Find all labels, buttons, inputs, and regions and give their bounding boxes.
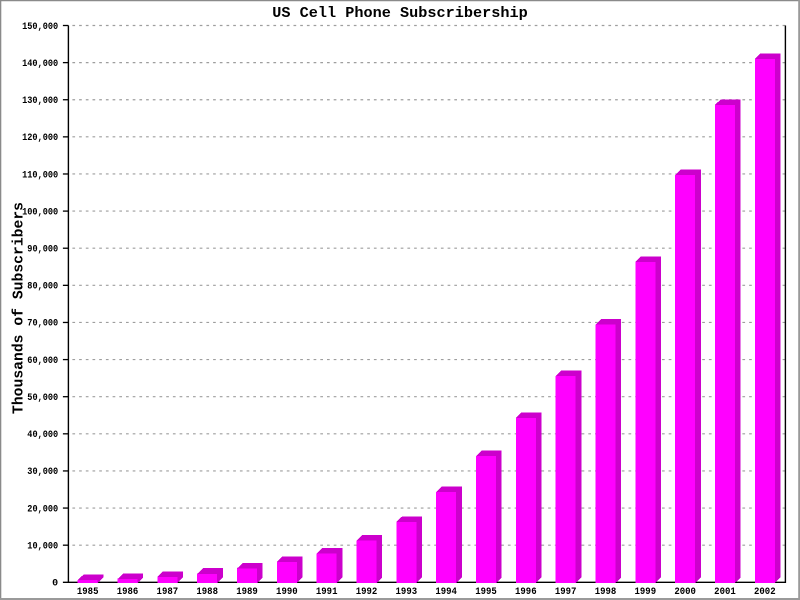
svg-text:50,000: 50,000 [27, 393, 58, 404]
svg-text:10,000: 10,000 [27, 541, 58, 552]
svg-text:60,000: 60,000 [27, 356, 58, 367]
svg-text:1988: 1988 [196, 587, 218, 598]
svg-text:2001: 2001 [714, 587, 736, 598]
svg-text:1990: 1990 [276, 587, 298, 598]
svg-text:70,000: 70,000 [27, 319, 58, 330]
svg-text:1985: 1985 [77, 587, 99, 598]
svg-text:1998: 1998 [595, 587, 617, 598]
svg-text:1997: 1997 [555, 587, 577, 598]
svg-text:120,000: 120,000 [22, 133, 58, 144]
svg-text:110,000: 110,000 [22, 170, 58, 181]
svg-text:1993: 1993 [396, 587, 418, 598]
svg-text:1999: 1999 [635, 587, 657, 598]
svg-text:1994: 1994 [435, 587, 457, 598]
svg-text:1995: 1995 [475, 587, 497, 598]
svg-text:1992: 1992 [356, 587, 378, 598]
svg-text:1991: 1991 [316, 587, 338, 598]
svg-text:1989: 1989 [236, 587, 258, 598]
svg-text:2000: 2000 [674, 587, 696, 598]
svg-text:30,000: 30,000 [27, 467, 58, 478]
svg-text:140,000: 140,000 [22, 59, 58, 70]
svg-text:2002: 2002 [754, 587, 776, 598]
svg-text:40,000: 40,000 [27, 430, 58, 441]
svg-text:0: 0 [52, 579, 58, 590]
svg-text:1986: 1986 [117, 587, 139, 598]
svg-text:150,000: 150,000 [22, 22, 58, 33]
svg-text:90,000: 90,000 [27, 244, 58, 255]
svg-text:20,000: 20,000 [27, 504, 58, 515]
svg-text:1996: 1996 [515, 587, 537, 598]
svg-text:80,000: 80,000 [27, 282, 58, 293]
svg-text:1987: 1987 [157, 587, 179, 598]
svg-text:100,000: 100,000 [22, 207, 58, 218]
svg-text:Thousands of Subscribers: Thousands of Subscribers [10, 202, 27, 414]
svg-text:US Cell Phone Subscribership: US Cell Phone Subscribership [272, 5, 527, 22]
svg-text:130,000: 130,000 [22, 96, 58, 107]
